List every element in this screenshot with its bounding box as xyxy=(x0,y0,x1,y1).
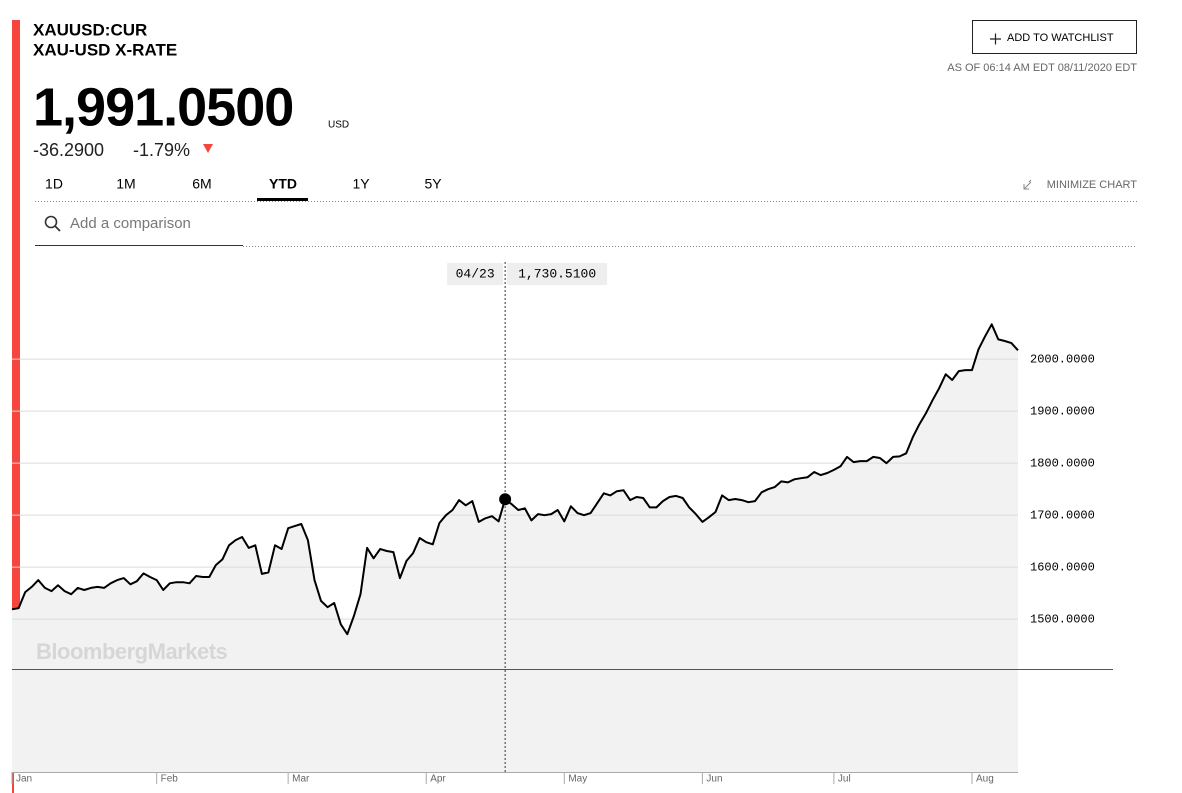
as-of: AS OF 06:14 AM EDT 08/11/2020 EDT xyxy=(947,62,1137,74)
y-tick-label: 1500.0000 xyxy=(1030,612,1095,626)
instrument-name: XAU-USD X-RATE xyxy=(33,40,177,59)
currency: USD xyxy=(328,120,349,131)
x-tick-label: Jan xyxy=(16,774,32,785)
minimize-icon xyxy=(1023,179,1032,190)
watermark: BloombergMarkets xyxy=(36,639,228,664)
change: -36.2900 xyxy=(33,140,104,160)
y-tick-label: 1700.0000 xyxy=(1030,508,1095,522)
crosshair-value: 1,730.5100 xyxy=(518,266,596,281)
x-tick-label: Apr xyxy=(430,774,446,785)
crosshair-value-box xyxy=(507,263,608,285)
x-tick-label: Aug xyxy=(976,774,994,785)
search-input[interactable]: Add a comparison xyxy=(70,215,191,232)
tab[interactable]: 1Y xyxy=(352,176,370,192)
change-pct: -1.79% xyxy=(133,140,190,160)
crosshair-date-box xyxy=(447,263,504,285)
x-tick-label: May xyxy=(568,774,587,785)
ticker: XAUUSD:CUR xyxy=(33,20,147,39)
x-tick-label: Jul xyxy=(838,774,851,785)
tab[interactable]: 1M xyxy=(116,176,135,192)
search-icon-handle xyxy=(54,225,61,232)
watchlist-button[interactable] xyxy=(972,20,1137,54)
area xyxy=(12,324,1018,772)
x-tick-label: Feb xyxy=(161,774,179,785)
tabs: 1D 1M 6M YTD 1Y 5Y xyxy=(45,176,442,201)
tab[interactable]: 6M xyxy=(192,176,211,192)
y-tick-label: 1600.0000 xyxy=(1030,560,1095,574)
tab[interactable]: 1D xyxy=(45,176,63,192)
price-line xyxy=(11,323,1019,636)
tab[interactable]: 5Y xyxy=(424,176,442,192)
y-tick-label: 1800.0000 xyxy=(1030,456,1095,470)
x-tick-label: Mar xyxy=(292,774,310,785)
x-tick-label: Jun xyxy=(706,774,722,785)
y-tick-label: 1900.0000 xyxy=(1030,404,1095,418)
price: 1,991.0500 xyxy=(33,77,293,137)
search-icon xyxy=(44,215,58,229)
accent-bar xyxy=(12,20,20,608)
chart: 1500.0000 1600.0000 1700.0000 1800.0000 1900… xyxy=(11,262,1113,785)
crosshair-point xyxy=(499,493,512,506)
plus-icon xyxy=(990,33,1001,45)
minimize-chart[interactable]: MINIMIZE CHART xyxy=(1047,179,1138,191)
watchlist-label[interactable]: ADD TO WATCHLIST xyxy=(1007,32,1114,44)
tab-underline xyxy=(257,198,308,201)
down-arrow xyxy=(203,144,213,153)
tab[interactable]: YTD xyxy=(269,176,297,192)
crosshair-date: 04/23 xyxy=(456,266,495,281)
y-tick-label: 2000.0000 xyxy=(1030,352,1095,366)
